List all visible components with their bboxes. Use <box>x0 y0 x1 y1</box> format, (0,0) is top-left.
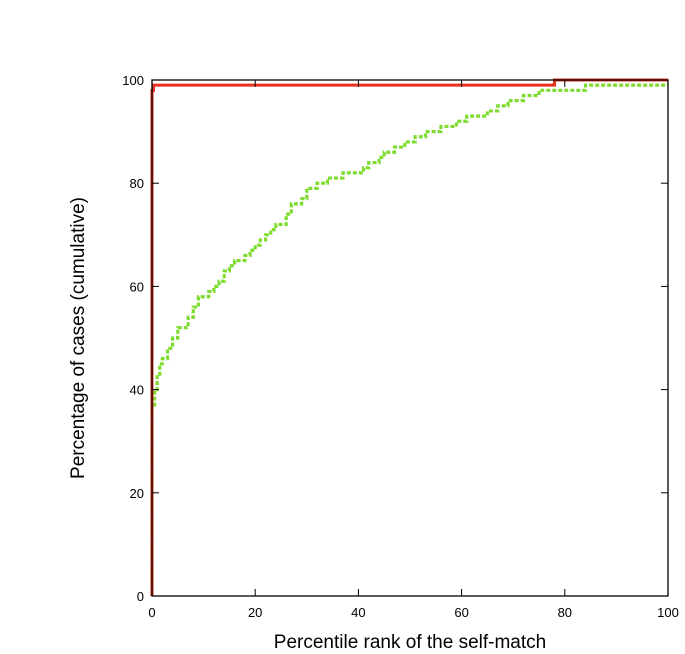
y-axis-title: Percentage of cases (cumulative) <box>68 197 89 479</box>
plot-frame <box>151 79 669 597</box>
x-tick-label: 60 <box>454 605 468 620</box>
y-tick-label: 20 <box>130 486 144 501</box>
series-line-green <box>150 83 668 596</box>
x-tick-label: 0 <box>148 605 155 620</box>
x-tick-label: 20 <box>248 605 262 620</box>
series-line-red <box>150 78 668 596</box>
x-tick-label: 80 <box>558 605 572 620</box>
y-tick-label: 0 <box>137 589 144 604</box>
x-tick-label: 100 <box>657 605 679 620</box>
y-tick-label: 80 <box>130 176 144 191</box>
x-tick-label: 40 <box>351 605 365 620</box>
y-tick-label: 60 <box>130 279 144 294</box>
series-layer <box>150 78 668 596</box>
x-axis-title: Percentile rank of the self-match <box>274 632 546 653</box>
y-tick-label: 40 <box>130 383 144 398</box>
y-tick-label: 100 <box>122 73 144 88</box>
ticks-layer: 0 20 40 60 80 100 0 20 40 60 80 100 <box>122 73 679 620</box>
